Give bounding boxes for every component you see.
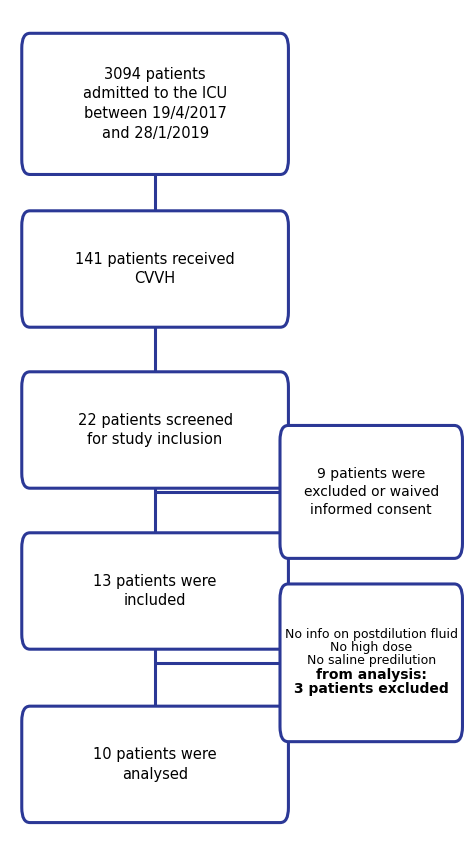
FancyBboxPatch shape [280,584,463,741]
Text: No saline predilution: No saline predilution [307,654,436,667]
Text: 3 patients excluded: 3 patients excluded [294,683,448,697]
FancyBboxPatch shape [22,372,288,488]
Text: from analysis:: from analysis: [316,668,427,682]
Text: No info on postdilution fluid: No info on postdilution fluid [285,629,458,642]
Text: 141 patients received
CVVH: 141 patients received CVVH [75,252,235,286]
FancyBboxPatch shape [22,211,288,327]
FancyBboxPatch shape [22,34,288,175]
FancyBboxPatch shape [22,706,288,822]
Text: 3094 patients
admitted to the ICU
between 19/4/2017
and 28/1/2019: 3094 patients admitted to the ICU betwee… [83,67,227,141]
FancyBboxPatch shape [280,426,463,558]
Text: 9 patients were
excluded or waived
informed consent: 9 patients were excluded or waived infor… [304,466,439,518]
FancyBboxPatch shape [22,533,288,649]
Text: 13 patients were
included: 13 patients were included [93,574,217,608]
Text: 10 patients were
analysed: 10 patients were analysed [93,747,217,782]
Text: No high dose: No high dose [330,642,412,654]
Text: 22 patients screened
for study inclusion: 22 patients screened for study inclusion [78,413,233,447]
